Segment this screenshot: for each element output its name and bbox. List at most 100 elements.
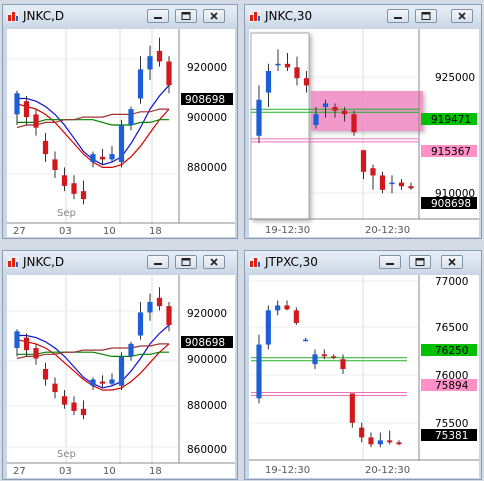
candle-body [14,331,20,349]
chart-plot-area[interactable]: 925000 910000 919471 915367 908698 19-12… [249,29,479,237]
close-icon [458,12,466,20]
price-tick-label: 880000 [187,400,227,412]
price-tick-label: 75500 [435,418,468,430]
time-axis-label: 18 [149,466,162,477]
month-label: Sep [57,208,76,219]
moving-average-line [16,343,169,360]
candle-body [359,427,365,438]
candle-body [360,150,367,172]
maximize-button[interactable] [409,255,431,269]
candle-body [166,61,172,86]
price-tick-label: 900000 [187,354,227,366]
level-label-pink: 915367 [431,146,471,158]
candle-body [256,99,262,136]
candle-body [303,78,310,86]
window-titlebar[interactable]: JNKC,D [3,251,237,273]
maximize-button[interactable] [175,9,197,23]
moving-average-line [17,119,169,126]
close-icon [210,258,218,266]
time-axis-label: 18 [149,226,162,237]
candle-body [109,154,115,160]
current-price-box [181,336,233,348]
candle-body [90,379,96,386]
chart-app-icon [7,10,19,22]
chart-app-icon [7,256,19,268]
price-tick-label: 920000 [187,62,227,74]
chart-window-jtpxc-30min[interactable]: JTPXC,30 77000 76500 76000 75500 76250 7… [244,250,482,480]
moving-average-line [17,351,169,358]
candle-body [33,348,39,359]
candle-body [265,71,272,93]
candle-body [256,344,262,399]
price-tick-label: 925000 [435,72,475,84]
minimize-button[interactable] [387,9,409,23]
candle-body [156,297,163,307]
candle-body [275,305,281,311]
candle-body [42,369,49,380]
window-titlebar[interactable]: JNKC,30 [245,5,481,27]
candle-body [147,301,153,313]
candle-body [80,408,87,416]
chart-plot-area[interactable]: 920000 900000 880000 860000 908698 27 03… [7,275,235,478]
candle-body [42,140,49,155]
candle-body [61,396,68,405]
candle-body [294,67,300,79]
close-button[interactable] [203,255,225,269]
candle-body [23,101,30,118]
candle-body [275,63,281,66]
candle-body [71,183,77,194]
window-title: JNKC,30 [265,9,313,23]
current-price-box [421,429,477,441]
maximize-button[interactable] [415,9,437,23]
candle-body [23,337,30,351]
current-price-label: 908698 [185,94,225,106]
chart-window-jnkc-daily-bottom[interactable]: JNKC,D 920000 900000 880000 860000 90869… [2,250,238,480]
minimize-button[interactable] [379,255,401,269]
chart-window-jnkc-30min[interactable]: JNKC,30 925000 910000 919471 915367 9086… [244,4,482,239]
minimize-button[interactable] [147,9,169,23]
minimize-button[interactable] [147,255,169,269]
close-button[interactable] [203,9,225,23]
chart-app-icon [249,10,261,22]
window-titlebar[interactable]: JTPXC,30 [245,251,481,273]
maximize-button[interactable] [175,255,197,269]
time-axis-label: 03 [59,226,72,237]
chart-plot-area[interactable]: 77000 76500 76000 75500 76250 75894 7538… [249,275,479,478]
candle-body [387,440,393,443]
close-button[interactable] [441,255,463,269]
moving-average-line [16,108,169,129]
price-tick-label: 900000 [187,112,227,124]
minimize-icon [154,17,162,19]
candle-body [293,310,299,324]
close-icon [210,12,218,20]
level-label-box-pink [421,379,477,391]
time-axis-label: 27 [13,226,26,237]
candle-body [341,110,348,115]
level-label-green: 76250 [435,345,468,357]
candle-body [322,103,329,107]
candle-body [313,114,319,125]
current-price-box [421,197,477,209]
candle-body [332,107,338,111]
candle-body [118,356,125,386]
maximize-icon [415,258,425,266]
candle-body [340,359,346,369]
candle-body [99,381,106,384]
candle-body [166,306,172,325]
close-button[interactable] [451,9,473,23]
chart-plot-area[interactable]: 920000 900000 880000 908698 27 03 10 18 … [7,29,235,237]
minimize-icon [394,17,402,19]
candle-body [61,175,68,186]
candle-body [396,442,402,445]
chart-window-jnkc-daily-top[interactable]: JNKC,D 920000 900000 880000 908698 27 03… [2,4,238,239]
minimize-icon [386,263,394,265]
current-price-box [181,93,233,105]
candle-body [303,339,309,342]
window-titlebar[interactable]: JNKC,D [3,5,237,27]
maximize-icon [421,12,431,20]
close-icon [448,258,456,266]
candle-body [379,175,386,190]
candle-body [389,182,395,185]
candle-body [398,182,405,187]
candle-body [90,154,96,163]
